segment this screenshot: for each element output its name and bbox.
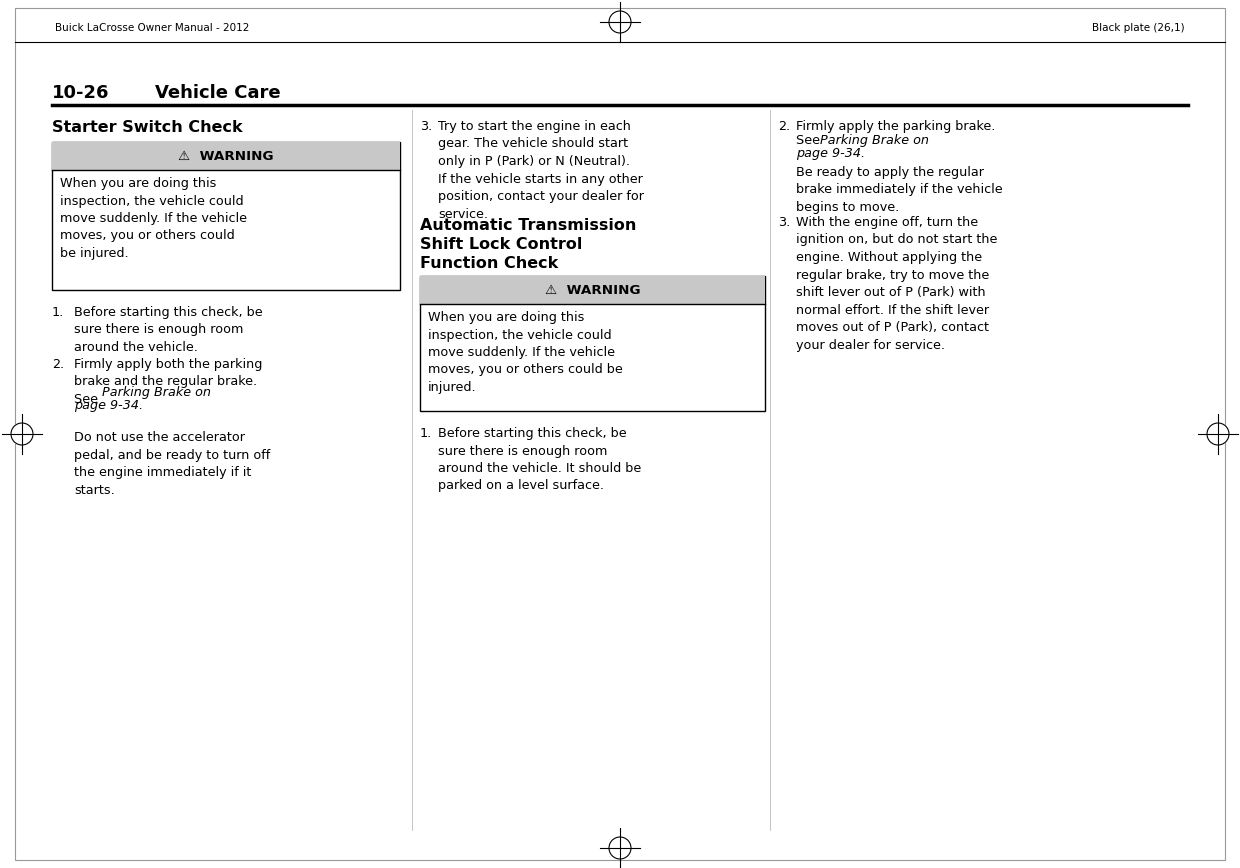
Text: Do not use the accelerator
pedal, and be ready to turn off
the engine immediatel: Do not use the accelerator pedal, and be… — [74, 431, 270, 496]
Text: 3.: 3. — [777, 216, 790, 229]
Bar — [420, 276, 765, 411]
Circle shape — [609, 837, 631, 859]
Text: When you are doing this
inspection, the vehicle could
move suddenly. If the vehi: When you are doing this inspection, the … — [60, 177, 247, 260]
Bar — [420, 276, 765, 304]
Text: Automatic Transmission
Shift Lock Control
Function Check: Automatic Transmission Shift Lock Contro… — [420, 218, 636, 272]
Text: Parking Brake on: Parking Brake on — [102, 386, 211, 399]
Text: Parking Brake on: Parking Brake on — [820, 134, 929, 147]
Text: 10-26: 10-26 — [52, 84, 109, 102]
Text: See: See — [796, 134, 825, 147]
Text: Buick LaCrosse Owner Manual - 2012: Buick LaCrosse Owner Manual - 2012 — [55, 23, 249, 33]
Text: Starter Switch Check: Starter Switch Check — [52, 120, 243, 135]
Text: Before starting this check, be
sure there is enough room
around the vehicle.: Before starting this check, be sure ther… — [74, 306, 263, 354]
Text: page 9-34.: page 9-34. — [74, 399, 143, 412]
Text: Vehicle Care: Vehicle Care — [155, 84, 280, 102]
Text: Be ready to apply the regular
brake immediately if the vehicle
begins to move.: Be ready to apply the regular brake imme… — [796, 166, 1003, 214]
Text: 1.: 1. — [420, 427, 433, 440]
Text: Try to start the engine in each
gear. The vehicle should start
only in P (Park) : Try to start the engine in each gear. Th… — [438, 120, 644, 220]
Circle shape — [609, 11, 631, 33]
Text: 2.: 2. — [777, 120, 790, 133]
Circle shape — [11, 423, 33, 445]
Text: Firmly apply the parking brake.: Firmly apply the parking brake. — [796, 120, 996, 133]
Text: page 9-34.: page 9-34. — [796, 147, 866, 160]
Text: With the engine off, turn the
ignition on, but do not start the
engine. Without : With the engine off, turn the ignition o… — [796, 216, 997, 352]
Bar — [52, 142, 401, 170]
Bar — [52, 142, 401, 290]
Circle shape — [1207, 423, 1229, 445]
Text: When you are doing this
inspection, the vehicle could
move suddenly. If the vehi: When you are doing this inspection, the … — [428, 311, 622, 394]
Text: Black plate (26,1): Black plate (26,1) — [1092, 23, 1185, 33]
Text: ⚠  WARNING: ⚠ WARNING — [544, 284, 640, 297]
Text: Before starting this check, be
sure there is enough room
around the vehicle. It : Before starting this check, be sure ther… — [438, 427, 641, 492]
Text: 2.: 2. — [52, 358, 64, 371]
Text: 3.: 3. — [420, 120, 433, 133]
Text: Firmly apply both the parking
brake and the regular brake.
See: Firmly apply both the parking brake and … — [74, 358, 263, 406]
Text: 1.: 1. — [52, 306, 64, 319]
Text: ⚠  WARNING: ⚠ WARNING — [179, 149, 274, 162]
